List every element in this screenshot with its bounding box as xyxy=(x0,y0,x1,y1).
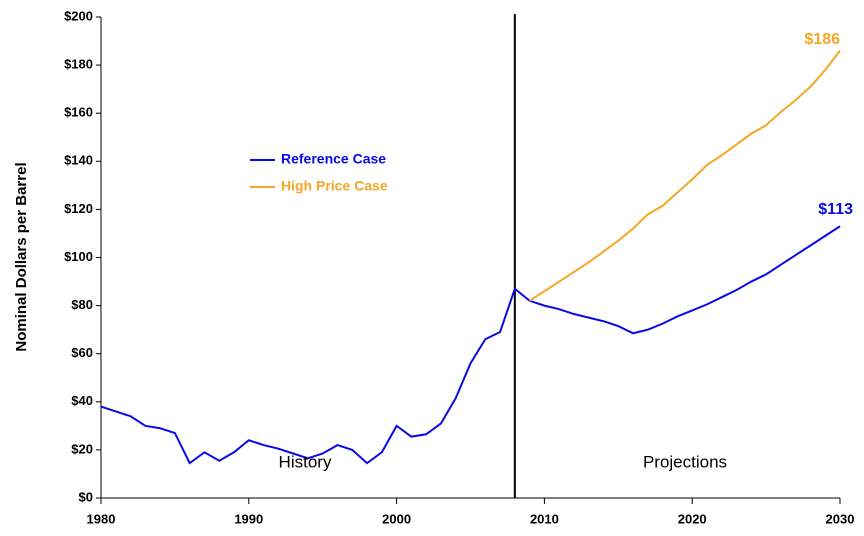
y-tick-label: $180 xyxy=(64,57,93,72)
y-tick-label: $60 xyxy=(71,345,93,360)
series-line xyxy=(100,225,841,465)
x-tick-label: 1990 xyxy=(234,511,263,526)
legend-label: Reference Case xyxy=(281,151,386,167)
y-tick-label: $20 xyxy=(71,441,93,456)
x-tick-label: 2010 xyxy=(530,511,559,526)
y-tick-label: $100 xyxy=(64,249,93,264)
y-axis-label: Nominal Dollars per Barrel xyxy=(13,162,30,351)
y-tick-label: $40 xyxy=(71,393,93,408)
y-tick-label: $160 xyxy=(64,105,93,120)
x-tick-label: 2030 xyxy=(826,511,855,526)
y-tick-label: $80 xyxy=(71,297,93,312)
y-tick-label: $200 xyxy=(64,8,93,23)
y-tick-label: $0 xyxy=(79,489,93,504)
y-tick-label: $120 xyxy=(64,201,93,216)
legend-label: High Price Case xyxy=(281,178,388,194)
x-tick-label: 1980 xyxy=(87,511,116,526)
x-tick-label: 2000 xyxy=(382,511,411,526)
series-line xyxy=(529,50,841,302)
annotation: Projections xyxy=(643,452,727,471)
annotation: $113 xyxy=(818,201,853,218)
annotation: $186 xyxy=(804,31,840,48)
annotation: History xyxy=(279,452,332,471)
x-tick-label: 2020 xyxy=(678,511,707,526)
y-tick-label: $140 xyxy=(64,153,93,168)
